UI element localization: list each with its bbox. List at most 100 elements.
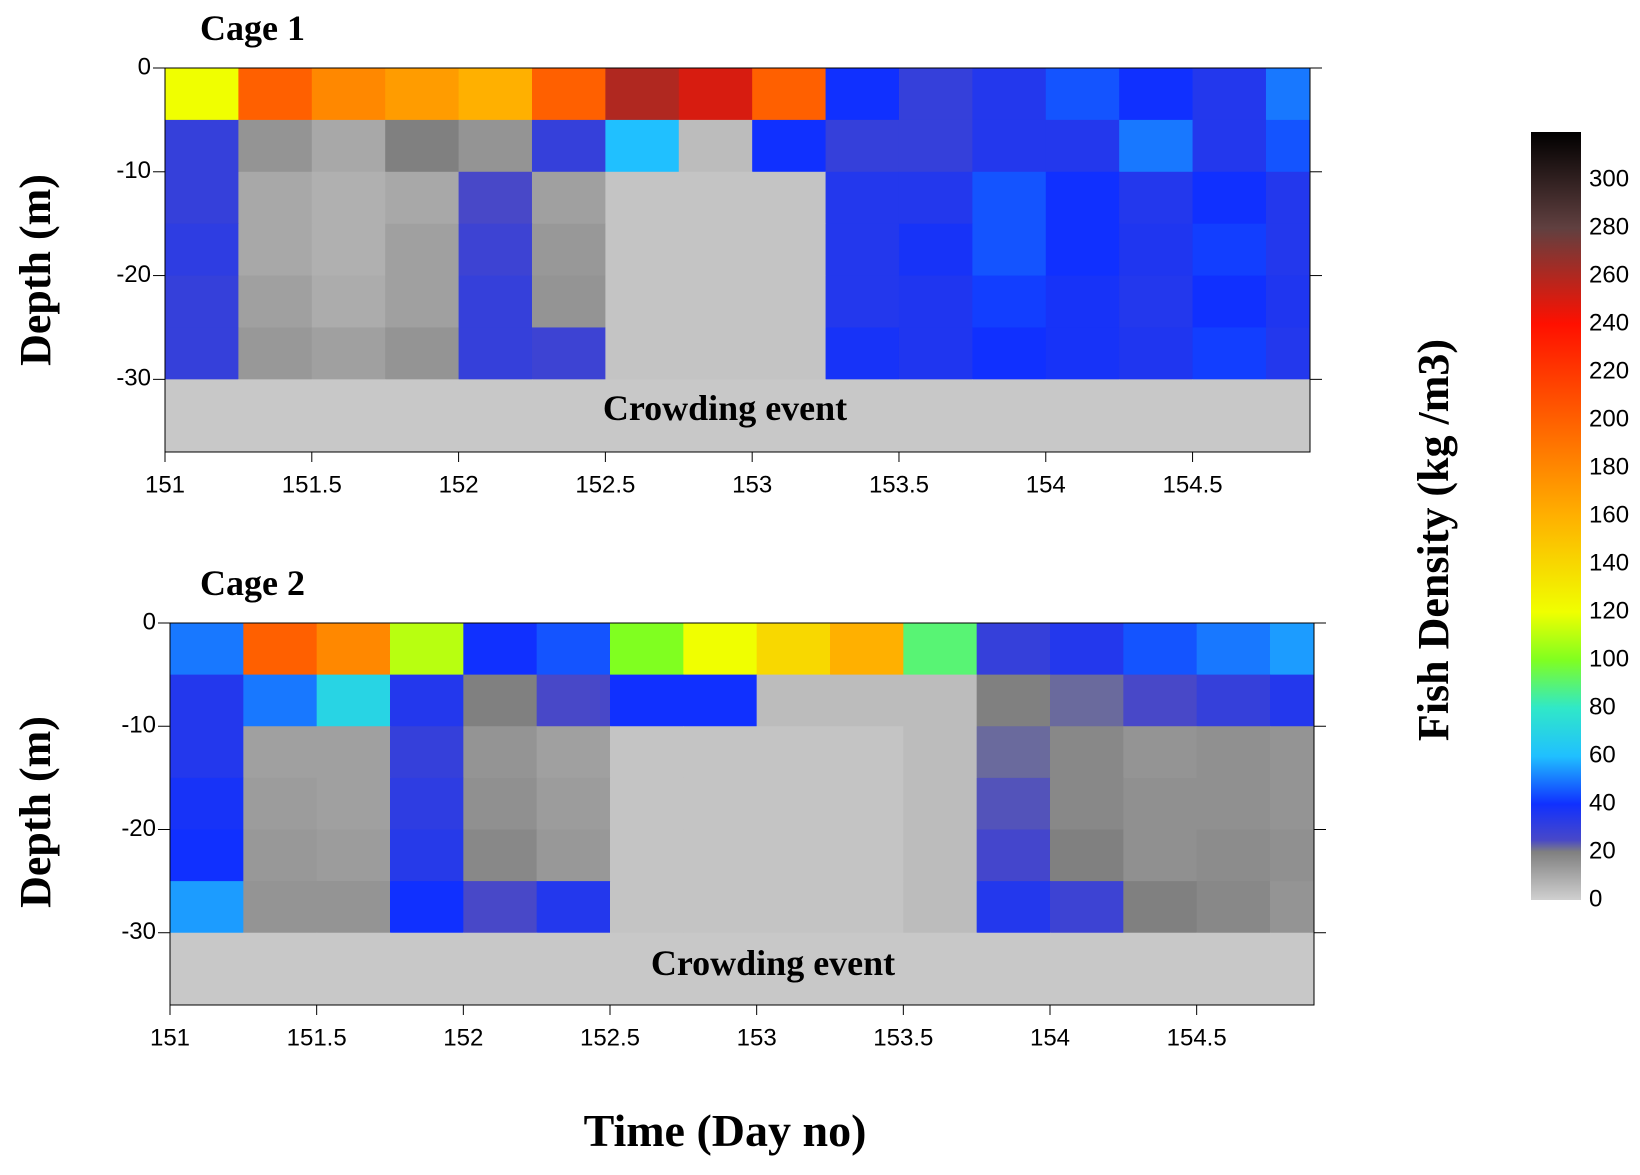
heat-cell (1050, 932, 1124, 1006)
heat-cell (243, 674, 318, 727)
heat-cell (903, 623, 978, 676)
heat-cell (1119, 275, 1194, 328)
x-axis-label: Time (Day no) (584, 1105, 867, 1156)
heat-cell (683, 623, 758, 676)
heat-cell (1270, 881, 1315, 934)
y-tick-label: 0 (143, 608, 156, 635)
x-tick-label: 154 (1026, 471, 1066, 498)
heat-cell (458, 275, 533, 328)
heat-cell (170, 726, 244, 779)
colorbar-tick-label: 40 (1589, 789, 1616, 816)
y-tick-label: 0 (138, 53, 151, 80)
heat-cell (1196, 623, 1271, 676)
heat-cell (605, 275, 680, 328)
heat-cell (976, 674, 1051, 727)
heat-cell (390, 829, 464, 882)
heat-cell (1119, 327, 1194, 380)
heat-cell (531, 379, 606, 453)
heat-cell (463, 674, 538, 727)
heat-cell (463, 932, 538, 1006)
heat-cell (536, 829, 611, 882)
heat-cell (830, 829, 904, 882)
heat-cell (170, 881, 244, 934)
heat-cell (1192, 223, 1267, 277)
heat-cell (1119, 171, 1194, 225)
heat-cell (458, 171, 533, 225)
heat-cell (610, 623, 684, 676)
heat-cell (898, 119, 973, 173)
y-axis-label: Depth (m) (11, 174, 60, 366)
heat-cell (1123, 829, 1198, 882)
heat-cell (605, 223, 680, 277)
heat-cell (536, 881, 611, 934)
heat-cell (605, 171, 680, 225)
heat-cell (903, 777, 978, 830)
heat-cell (1265, 327, 1311, 380)
heat-cell (1196, 881, 1271, 934)
heat-cell (1270, 623, 1315, 676)
heat-cell (898, 223, 973, 277)
colorbar-tick-label: 280 (1589, 213, 1629, 240)
heat-cell (903, 881, 978, 934)
heat-cell (976, 829, 1051, 882)
heat-cell (1050, 829, 1124, 882)
heat-cell (316, 777, 391, 830)
heat-cell (825, 275, 900, 328)
heat-cell (385, 223, 460, 277)
annotation: Crowding event (651, 943, 895, 983)
heat-cell (1265, 171, 1311, 225)
heat-cell (390, 674, 464, 727)
heat-cell (1265, 223, 1311, 277)
heat-cell (1192, 379, 1267, 453)
heat-cell (756, 932, 831, 1006)
heat-cell (752, 223, 827, 277)
heat-cell (1196, 829, 1271, 882)
heat-cell (678, 327, 753, 380)
heat-cell (531, 327, 606, 380)
heat-cell (1045, 68, 1120, 121)
heat-cell (531, 275, 606, 328)
heat-cell (752, 171, 827, 225)
heat-cell (1270, 777, 1315, 830)
heat-cell (385, 379, 460, 453)
heat-cell (385, 327, 460, 380)
heat-cell (238, 171, 313, 225)
heat-cell (316, 674, 391, 727)
heat-cell (756, 674, 831, 727)
heat-cell (678, 379, 753, 453)
y-tick-label: -30 (116, 365, 151, 392)
heat-cell (976, 726, 1051, 779)
x-tick-label: 154.5 (1163, 471, 1223, 498)
heat-cell (903, 674, 978, 727)
heat-cell (830, 623, 904, 676)
heat-cell (683, 829, 758, 882)
heat-cell (1050, 777, 1124, 830)
heat-cell (536, 777, 611, 830)
heat-cell (1265, 68, 1311, 121)
colorbar-tick-label: 140 (1589, 549, 1629, 576)
heat-cell (238, 327, 313, 380)
y-axis-label: Depth (m) (11, 716, 60, 908)
heat-cell (385, 68, 460, 121)
heat-cell (752, 275, 827, 328)
heat-cell (243, 623, 318, 676)
heat-cell (610, 932, 684, 1006)
heat-cell (972, 171, 1047, 225)
y-tick-label: -20 (121, 815, 156, 842)
heat-cell (1050, 674, 1124, 727)
heat-cell (165, 119, 239, 173)
heat-cell (170, 829, 244, 882)
heat-cell (683, 932, 758, 1006)
heat-cell (1045, 171, 1120, 225)
heat-cell (316, 881, 391, 934)
heat-cell (1123, 932, 1198, 1006)
heat-cell (238, 275, 313, 328)
heat-cell (1196, 674, 1271, 727)
heat-cell (311, 223, 386, 277)
heat-cell (316, 623, 391, 676)
heat-cell (678, 171, 753, 225)
heat-cell (531, 223, 606, 277)
heat-cell (311, 68, 386, 121)
colorbar-tick-label: 160 (1589, 501, 1629, 528)
colorbar-tick-label: 180 (1589, 453, 1629, 480)
